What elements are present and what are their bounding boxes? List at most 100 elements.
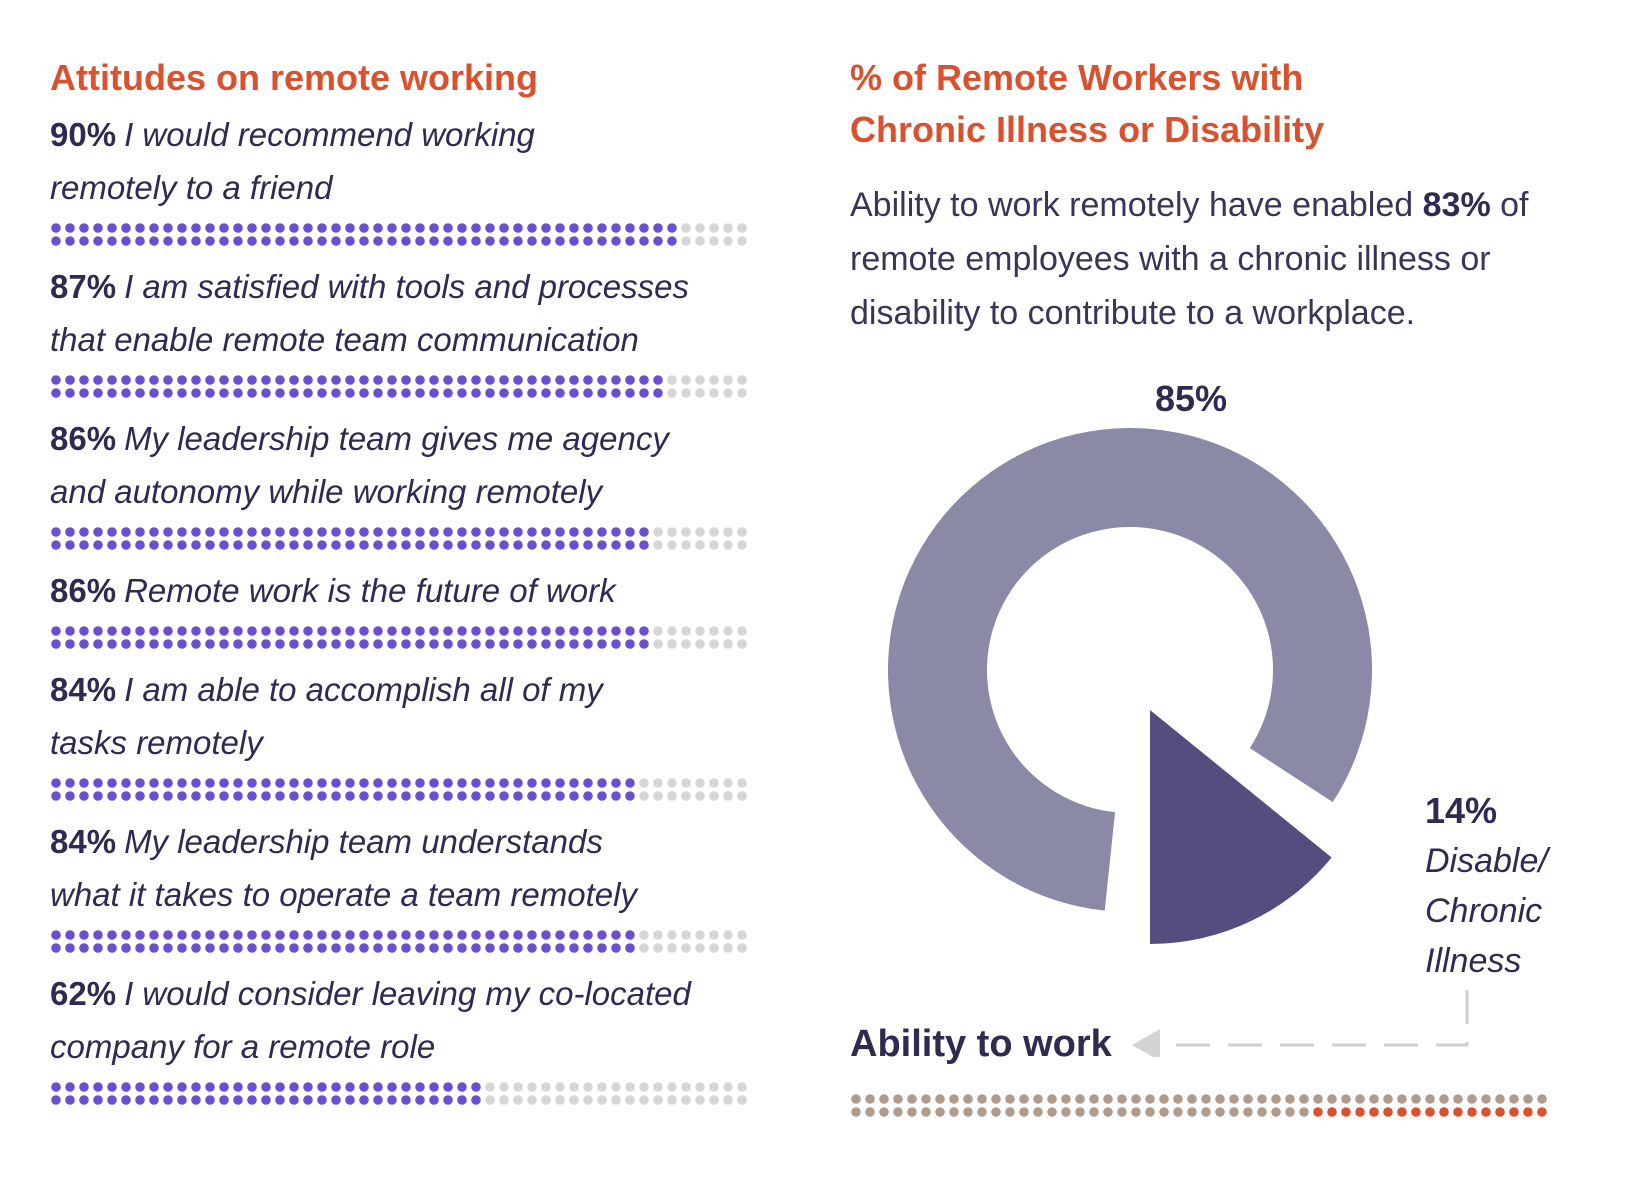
- dot-empty: [723, 388, 733, 398]
- dot-filled: [275, 236, 285, 246]
- dot-filled: [261, 1095, 271, 1105]
- dot-filled: [499, 626, 509, 636]
- dot-filled: [177, 388, 187, 398]
- dot-filled: [135, 930, 145, 940]
- dot-filled: [93, 1082, 103, 1092]
- dot-filled: [317, 1082, 327, 1092]
- dot-filled: [247, 791, 257, 801]
- attitudes-section: Attitudes on remote working 90% I would r…: [50, 52, 810, 1119]
- dot-filled: [191, 639, 201, 649]
- dot-filled: [625, 639, 635, 649]
- dot-empty: [723, 1095, 733, 1105]
- attitude-statement: 90% I would recommend working remotely to …: [50, 108, 810, 214]
- dot-filled: [163, 236, 173, 246]
- dot-filled: [429, 1082, 439, 1092]
- attitude-text-line: company for a remote role: [50, 1028, 436, 1065]
- dot-empty: [723, 223, 733, 233]
- dot-filled: [219, 639, 229, 649]
- dot-filled: [611, 778, 621, 788]
- dot-filled: [247, 375, 257, 385]
- dot-filled: [345, 1082, 355, 1092]
- dot-filled: [611, 791, 621, 801]
- dot-filled: [471, 388, 481, 398]
- dot-filled: [177, 626, 187, 636]
- attitude-statement: 86% My leadership team gives me agency and…: [50, 412, 810, 518]
- dot-filled: [163, 791, 173, 801]
- ability-dot-bar: [851, 1094, 1547, 1117]
- dot-filled: [51, 778, 61, 788]
- dot-tan: [1243, 1094, 1253, 1104]
- dot-filled: [373, 778, 383, 788]
- dot-filled: [583, 527, 593, 537]
- dot-tan: [1257, 1107, 1267, 1117]
- dot-tan: [1131, 1107, 1141, 1117]
- dot-tan: [1341, 1094, 1351, 1104]
- dot-filled: [387, 375, 397, 385]
- dot-filled: [569, 540, 579, 550]
- dot-filled: [597, 236, 607, 246]
- dot-filled: [527, 236, 537, 246]
- dot-filled: [555, 540, 565, 550]
- dot-filled: [555, 930, 565, 940]
- attitude-text: I would consider leaving my co-located co…: [50, 975, 691, 1065]
- dot-filled: [541, 626, 551, 636]
- dot-filled: [121, 375, 131, 385]
- dot-filled: [611, 236, 621, 246]
- dot-filled: [583, 236, 593, 246]
- dot-filled: [93, 236, 103, 246]
- dot-filled: [233, 527, 243, 537]
- dot-filled: [65, 540, 75, 550]
- dot-tan: [1047, 1107, 1057, 1117]
- dot-tan: [1299, 1107, 1309, 1117]
- dot-filled: [107, 223, 117, 233]
- dot-empty: [541, 1082, 551, 1092]
- chronic-illness-title-line1: % of Remote Workers with: [850, 57, 1304, 98]
- dot-tan: [1313, 1094, 1323, 1104]
- dot-filled: [653, 375, 663, 385]
- dot-orange: [1439, 1107, 1449, 1117]
- pie-small-label: 14%: [1425, 790, 1498, 831]
- dot-tan: [1019, 1094, 1029, 1104]
- dot-filled: [65, 1095, 75, 1105]
- dot-filled: [65, 930, 75, 940]
- dot-empty: [695, 527, 705, 537]
- dot-orange: [1467, 1107, 1477, 1117]
- dot-filled: [149, 1082, 159, 1092]
- attitude-text-line: tasks remotely: [50, 724, 263, 761]
- attitude-text: I am satisfied with tools and processes t…: [50, 268, 689, 358]
- dot-empty: [583, 1082, 593, 1092]
- dot-filled: [415, 223, 425, 233]
- dot-filled: [513, 626, 523, 636]
- dot-orange: [1327, 1107, 1337, 1117]
- dot-empty: [695, 1095, 705, 1105]
- dot-tan: [1075, 1094, 1085, 1104]
- dot-filled: [485, 639, 495, 649]
- dot-filled: [233, 223, 243, 233]
- dot-filled: [345, 223, 355, 233]
- dot-filled: [219, 223, 229, 233]
- dot-filled: [233, 930, 243, 940]
- dot-filled: [513, 639, 523, 649]
- dot-filled: [317, 943, 327, 953]
- attitude-statement: 86% Remote work is the future of work: [50, 564, 810, 617]
- dot-filled: [107, 791, 117, 801]
- dot-filled: [331, 1095, 341, 1105]
- dot-filled: [611, 626, 621, 636]
- dot-filled: [163, 639, 173, 649]
- dot-filled: [261, 375, 271, 385]
- dot-empty: [709, 930, 719, 940]
- dot-filled: [387, 236, 397, 246]
- dot-filled: [93, 375, 103, 385]
- dot-filled: [177, 930, 187, 940]
- dot-filled: [443, 223, 453, 233]
- dot-empty: [709, 943, 719, 953]
- dot-filled: [611, 527, 621, 537]
- dot-filled: [177, 236, 187, 246]
- dot-filled: [275, 626, 285, 636]
- dot-filled: [65, 1082, 75, 1092]
- dot-filled: [401, 626, 411, 636]
- dot-filled: [639, 223, 649, 233]
- dot-filled: [261, 943, 271, 953]
- dot-filled: [107, 943, 117, 953]
- attitude-item: 90% I would recommend working remotely to …: [50, 108, 810, 248]
